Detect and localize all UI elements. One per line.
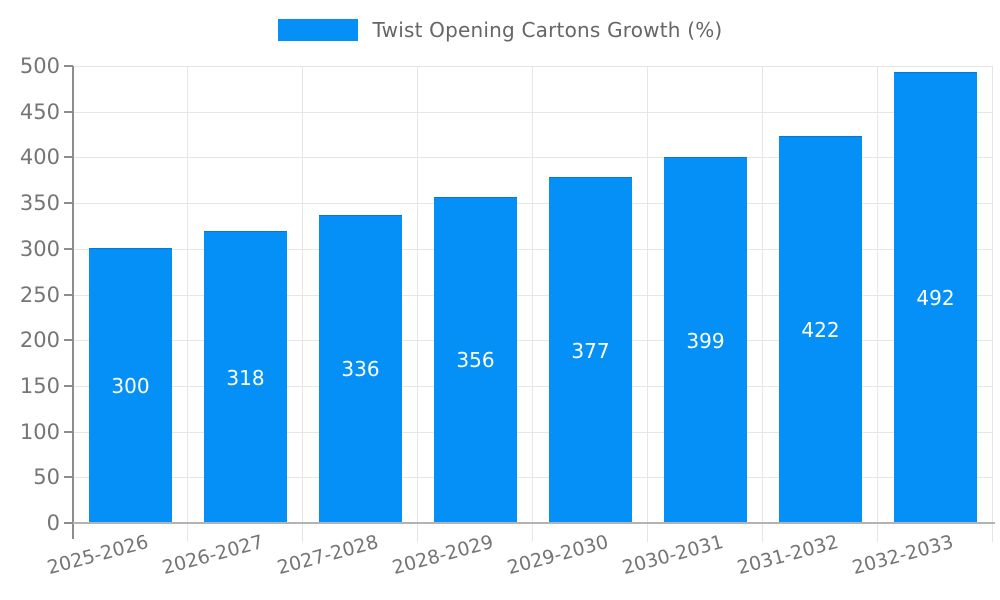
x-tick-label: 2029-2030 (504, 531, 611, 580)
y-axis-tick (64, 156, 73, 159)
legend-label: Twist Opening Cartons Growth (%) (372, 18, 723, 42)
y-axis-tick (64, 65, 73, 67)
x-tick-label: 2032-2033 (849, 531, 956, 580)
bars-row: 300 318 336 356 377 399 422 492 (73, 66, 993, 523)
bar-value-label: 356 (456, 348, 495, 373)
bar-value-label: 300 (111, 373, 150, 398)
bar-value-label: 492 (916, 286, 955, 311)
y-tick-label: 450 (19, 99, 60, 124)
bar-cell: 377 (533, 66, 648, 523)
gridline-v (877, 66, 878, 542)
bar-cell: 399 (648, 66, 763, 523)
y-axis-tick (64, 202, 73, 205)
gridline-v (762, 66, 763, 542)
x-tick-label: 2028-2029 (389, 531, 496, 580)
x-tick-label: 2026-2027 (159, 531, 266, 580)
y-tick-label: 500 (19, 54, 60, 78)
x-tick-label: 2030-2031 (619, 531, 726, 580)
gridline-h (73, 477, 993, 479)
y-tick-label: 200 (19, 328, 60, 353)
x-tick-label: 2031-2032 (734, 531, 841, 580)
y-axis-tick (64, 430, 73, 433)
gridline-v (532, 66, 533, 542)
y-tick-label: 50 (33, 465, 60, 490)
bar[interactable]: 336 (319, 214, 402, 523)
bar-value-label: 422 (801, 318, 840, 343)
chart-legend[interactable]: Twist Opening Cartons Growth (%) (0, 18, 1000, 42)
y-tick-label: 0 (46, 511, 60, 535)
bar-cell: 492 (878, 66, 993, 523)
y-axis-tick (64, 522, 73, 524)
gridline-h (73, 294, 993, 296)
gridline-h (73, 431, 993, 433)
bar-value-label: 399 (686, 328, 725, 353)
y-axis-tick (64, 476, 73, 479)
gridline-h (73, 157, 993, 159)
bar-value-label: 336 (341, 357, 380, 382)
y-tick-label: 300 (19, 236, 60, 261)
y-axis-tick (64, 339, 73, 342)
bar-cell: 318 (188, 66, 303, 523)
bar[interactable]: 377 (549, 177, 632, 523)
gridline-v (187, 66, 188, 542)
y-tick-label: 100 (19, 419, 60, 444)
bar-cell: 336 (303, 66, 418, 523)
gridline-v (417, 66, 418, 542)
y-axis-tick (64, 247, 73, 250)
gridline-h (73, 340, 993, 342)
x-axis-line (73, 522, 995, 524)
gridline-h (73, 203, 993, 205)
bar-value-label: 377 (571, 338, 610, 363)
bar[interactable]: 356 (434, 196, 517, 523)
gridline-h (73, 248, 993, 250)
x-tick-label: 2027-2028 (274, 531, 381, 580)
y-tick-label: 150 (19, 373, 60, 398)
bar-value-label: 318 (226, 365, 265, 390)
bar-cell: 422 (763, 66, 878, 523)
plot-area: 300 318 336 356 377 399 422 492 (73, 66, 993, 542)
gridline-h (73, 111, 993, 113)
legend-color-swatch (277, 19, 358, 41)
y-tick-label: 400 (19, 145, 60, 170)
gridline-h (73, 385, 993, 387)
bar-cell: 300 (73, 66, 188, 523)
bar[interactable]: 300 (89, 247, 172, 523)
bar[interactable]: 422 (779, 136, 862, 523)
y-axis-line (72, 66, 74, 539)
bar[interactable]: 399 (664, 157, 747, 523)
x-tick-label: 2025-2026 (44, 531, 151, 580)
bar[interactable]: 492 (894, 72, 977, 523)
bar[interactable]: 318 (204, 231, 287, 523)
y-axis-tick (64, 293, 73, 296)
y-axis-tick (64, 110, 73, 113)
y-tick-label: 350 (19, 191, 60, 216)
gridline-v (647, 66, 648, 542)
y-axis-tick (64, 384, 73, 387)
gridline-h (73, 66, 993, 67)
y-tick-label: 250 (19, 282, 60, 307)
bar-cell: 356 (418, 66, 533, 523)
gridline-v (302, 66, 303, 542)
gridline-v (992, 66, 993, 542)
